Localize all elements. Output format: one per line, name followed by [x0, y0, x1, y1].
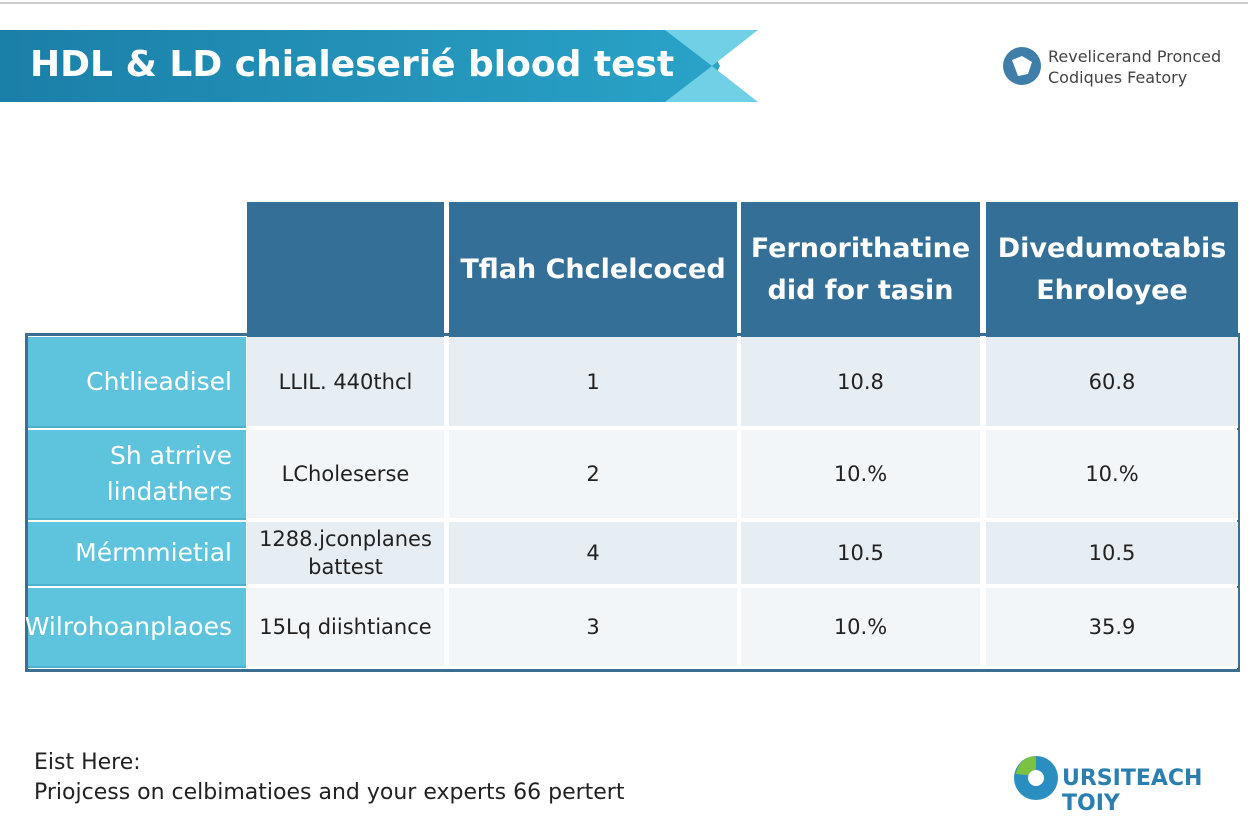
column-header: Fernorithatine did for tasin [741, 202, 980, 337]
table-cell: 3 [449, 588, 737, 668]
brand-line: Revelicerand Pronced [1048, 47, 1222, 66]
footer-line: Priojcess on celbimatioes and your exper… [34, 780, 625, 805]
table-cell: 1288.jconplanes battest [247, 522, 444, 586]
brand-icon [1003, 47, 1041, 85]
table-cell: 2 [449, 430, 737, 520]
table-cell: 10.5 [741, 522, 980, 586]
table-cell: LLIL. 440thcl [247, 337, 444, 428]
brand-line: Codiques Featory [1048, 68, 1188, 87]
title: HDL & LD chialeserié blood test [30, 44, 675, 85]
footer-logo: URSITEACH TOIY [1062, 766, 1203, 816]
table-cell: 15Lq diishtiance [247, 588, 444, 668]
brand: Revelicerand Pronced Codiques Featory [1048, 46, 1221, 88]
row-label: Chtlieadisel [28, 337, 246, 428]
top-rule [0, 2, 1248, 4]
title-banner [0, 30, 758, 102]
row-label: Sh atrrive lindathers [28, 430, 246, 520]
column-header: Divedumotabis Ehroloyee [986, 202, 1238, 337]
row-label: Wilrohoanplaoes [25, 588, 246, 668]
header-blank [247, 202, 444, 337]
footer: Eist Here: Priojcess on celbimatioes and… [34, 748, 624, 808]
footer-line: Eist Here: [34, 750, 141, 775]
table-cell: LCholeserse [247, 430, 444, 520]
table-cell: 4 [449, 522, 737, 586]
table-cell: 10.% [741, 588, 980, 668]
table-cell: 60.8 [986, 337, 1238, 428]
table-cell: 1 [449, 337, 737, 428]
column-header: Tflah Chclelcoced [449, 202, 737, 337]
row-label: Mérmmietial [28, 522, 246, 586]
table-cell: 35.9 [986, 588, 1238, 668]
table-cell: 10.5 [986, 522, 1238, 586]
table-cell: 10.% [986, 430, 1238, 520]
table-cell: 10.8 [741, 337, 980, 428]
footer-logo-icon [1014, 755, 1058, 800]
table-cell: 10.% [741, 430, 980, 520]
